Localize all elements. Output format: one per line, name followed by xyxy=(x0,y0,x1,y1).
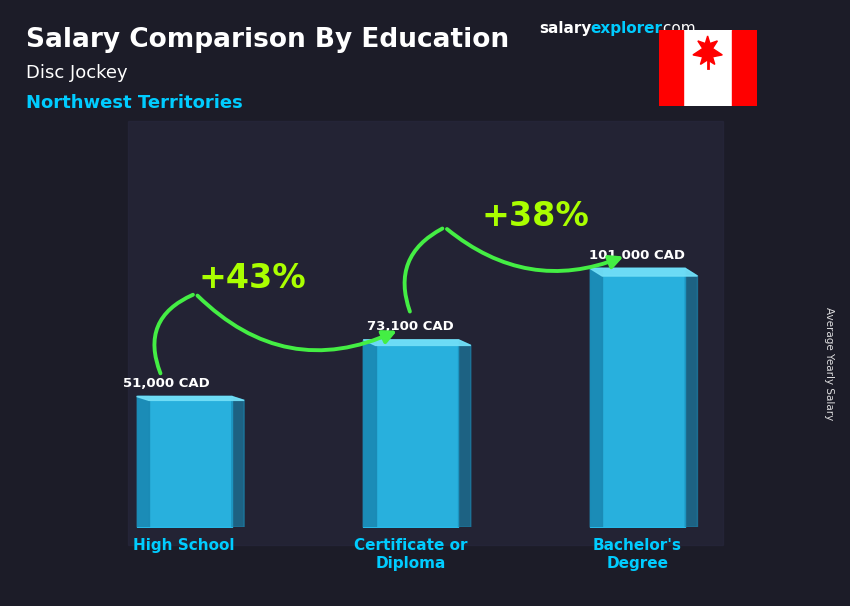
Text: Northwest Territories: Northwest Territories xyxy=(26,94,242,112)
Polygon shape xyxy=(458,340,471,527)
Bar xyxy=(732,30,756,106)
Polygon shape xyxy=(137,396,149,527)
Text: Salary Comparison By Education: Salary Comparison By Education xyxy=(26,27,508,53)
Bar xyxy=(128,121,722,545)
Text: 101,000 CAD: 101,000 CAD xyxy=(590,249,685,262)
Text: +38%: +38% xyxy=(482,201,589,233)
Polygon shape xyxy=(137,396,244,401)
Text: 73,100 CAD: 73,100 CAD xyxy=(367,321,454,333)
Polygon shape xyxy=(590,268,698,276)
Polygon shape xyxy=(232,396,244,527)
Text: Disc Jockey: Disc Jockey xyxy=(26,64,128,82)
Polygon shape xyxy=(693,36,722,64)
Text: salary: salary xyxy=(540,21,592,36)
Polygon shape xyxy=(590,268,603,527)
Polygon shape xyxy=(363,340,376,527)
Text: .com: .com xyxy=(659,21,696,36)
Bar xyxy=(659,30,683,106)
Text: +43%: +43% xyxy=(198,262,306,295)
Polygon shape xyxy=(363,340,471,345)
Text: 51,000 CAD: 51,000 CAD xyxy=(122,377,209,390)
Text: explorer: explorer xyxy=(591,21,663,36)
Polygon shape xyxy=(685,268,698,527)
Text: Average Yearly Salary: Average Yearly Salary xyxy=(824,307,834,420)
